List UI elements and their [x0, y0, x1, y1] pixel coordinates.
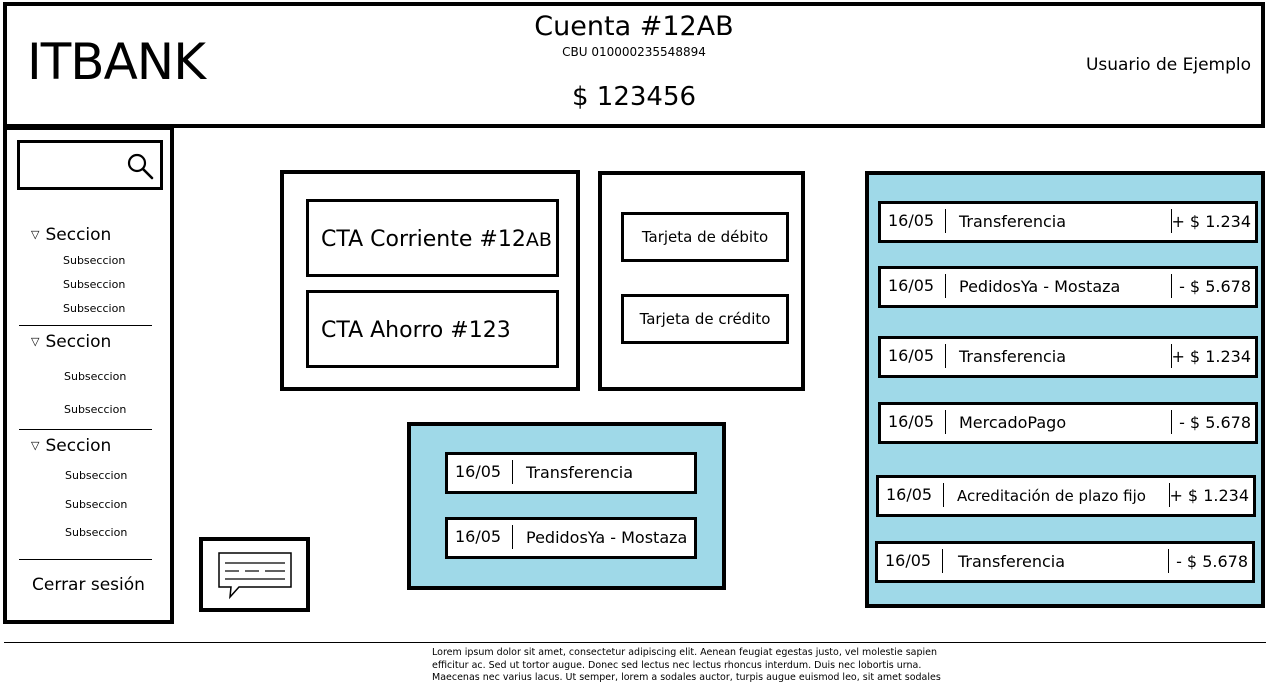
transaction-date: 16/05	[455, 462, 502, 481]
recent-transaction-row[interactable]: 16/05 Transferencia	[445, 452, 697, 494]
cards-panel: Tarjeta de débito Tarjeta de crédito	[598, 171, 805, 391]
logout-button[interactable]: Cerrar sesión	[32, 575, 145, 595]
transaction-description: Transferencia	[958, 552, 1066, 571]
transaction-description: Transferencia	[959, 347, 1067, 366]
row-separator	[1168, 549, 1169, 573]
recent-transaction-row[interactable]: 16/05 PedidosYa - Mostaza	[445, 517, 697, 559]
row-separator	[512, 525, 513, 549]
user-name[interactable]: Usuario de Ejemplo	[1085, 55, 1251, 75]
account-current-button[interactable]: CTA Corriente #12AB	[306, 199, 559, 277]
transaction-description: Transferencia	[959, 212, 1067, 231]
account-current-suffix: AB	[525, 229, 552, 251]
row-separator	[945, 344, 946, 368]
account-current-label: CTA Corriente #12	[321, 227, 526, 252]
row-separator	[1171, 410, 1172, 434]
sidebar-section-label: Seccion	[45, 436, 112, 456]
transaction-date: 16/05	[886, 485, 933, 504]
sidebar-subsection[interactable]: Subseccion	[65, 498, 128, 511]
triangle-down-icon: ▽	[31, 228, 40, 241]
account-savings-label: CTA Ahorro #123	[321, 318, 511, 343]
search-icon[interactable]	[126, 152, 154, 180]
row-separator	[1171, 344, 1172, 368]
header: ITBANK Cuenta #12AB CBU 010000235548894 …	[3, 2, 1265, 128]
transaction-amount: + $ 1.234	[1171, 212, 1251, 231]
account-savings-button[interactable]: CTA Ahorro #123	[306, 290, 559, 368]
row-separator	[945, 410, 946, 434]
transaction-row[interactable]: 16/05 Acreditación de plazo fijo + $ 1.2…	[876, 475, 1256, 517]
transaction-description: Acreditación de plazo fijo	[957, 487, 1146, 505]
transaction-amount: + $ 1.234	[1169, 486, 1249, 505]
footer-text: Lorem ipsum dolor sit amet, consectetur …	[432, 647, 941, 683]
transaction-description: PedidosYa - Mostaza	[959, 277, 1121, 296]
transaction-row[interactable]: 16/05 Transferencia + $ 1.234	[878, 201, 1258, 243]
transaction-date: 16/05	[888, 346, 935, 365]
row-separator	[945, 274, 946, 298]
debit-card-button[interactable]: Tarjeta de débito	[621, 212, 789, 262]
sidebar-divider	[19, 429, 152, 430]
triangle-down-icon: ▽	[31, 335, 40, 348]
sidebar-subsection[interactable]: Subseccion	[63, 254, 126, 267]
transaction-description: PedidosYa - Mostaza	[526, 528, 688, 547]
sidebar-subsection[interactable]: Subseccion	[64, 403, 127, 416]
sidebar-divider	[19, 559, 152, 560]
chat-bubble-icon	[218, 552, 292, 600]
sidebar-subsection[interactable]: Subseccion	[65, 469, 128, 482]
triangle-down-icon: ▽	[31, 439, 40, 452]
sidebar-divider	[19, 325, 152, 326]
transaction-row[interactable]: 16/05 MercadoPago - $ 5.678	[878, 402, 1258, 444]
sidebar-section-2[interactable]: ▽ Seccion	[31, 331, 111, 353]
transaction-row[interactable]: 16/05 Transferencia - $ 5.678	[875, 541, 1255, 583]
transaction-amount: - $ 5.678	[1179, 277, 1251, 296]
sidebar-section-1[interactable]: ▽ Seccion	[31, 224, 111, 246]
sidebar-section-label: Seccion	[45, 225, 112, 245]
transaction-amount: + $ 1.234	[1171, 347, 1251, 366]
search-input[interactable]	[17, 140, 163, 190]
transaction-description: Transferencia	[526, 463, 634, 482]
row-separator	[945, 209, 946, 233]
sidebar-subsection[interactable]: Subseccion	[63, 278, 126, 291]
transaction-date: 16/05	[888, 412, 935, 431]
sidebar-section-label: Seccion	[45, 332, 112, 352]
sidebar: ▽ Seccion Subseccion Subseccion Subseccio…	[3, 126, 174, 624]
transaction-description: MercadoPago	[959, 413, 1067, 432]
footer-divider	[4, 642, 1266, 643]
row-separator	[1171, 209, 1172, 233]
credit-card-button[interactable]: Tarjeta de crédito	[621, 294, 789, 344]
sidebar-subsection[interactable]: Subseccion	[65, 526, 128, 539]
sidebar-section-3[interactable]: ▽ Seccion	[31, 435, 111, 457]
accounts-panel: CTA Corriente #12AB CTA Ahorro #123	[280, 170, 580, 391]
chat-button[interactable]	[199, 537, 310, 612]
recent-transactions-panel: 16/05 Transferencia 16/05 PedidosYa - Mo…	[407, 422, 726, 590]
account-balance: $ 123456	[571, 82, 697, 112]
transaction-date: 16/05	[885, 551, 932, 570]
account-title: Cuenta #12AB	[534, 11, 734, 42]
transaction-date: 16/05	[888, 211, 935, 230]
transaction-date: 16/05	[455, 527, 502, 546]
row-separator	[1169, 483, 1170, 507]
transaction-date: 16/05	[888, 276, 935, 295]
transaction-amount: - $ 5.678	[1176, 552, 1248, 571]
sidebar-subsection[interactable]: Subseccion	[64, 370, 127, 383]
row-separator	[943, 483, 944, 507]
account-cbu: CBU 010000235548894	[562, 45, 706, 59]
sidebar-subsection[interactable]: Subseccion	[63, 302, 126, 315]
transaction-row[interactable]: 16/05 PedidosYa - Mostaza - $ 5.678	[878, 266, 1258, 308]
transaction-amount: - $ 5.678	[1179, 413, 1251, 432]
logo[interactable]: ITBANK	[27, 33, 206, 91]
row-separator	[1171, 274, 1172, 298]
transactions-panel: 16/05 Transferencia + $ 1.234 16/05 Pedi…	[865, 171, 1265, 608]
row-separator	[942, 549, 943, 573]
transaction-row[interactable]: 16/05 Transferencia + $ 1.234	[878, 336, 1258, 378]
row-separator	[512, 460, 513, 484]
